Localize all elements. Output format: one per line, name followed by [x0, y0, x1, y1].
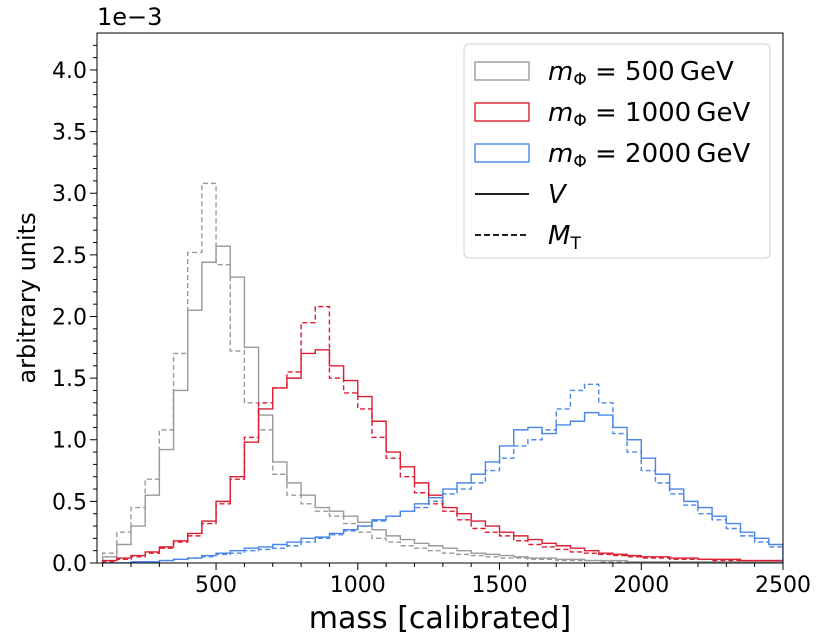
- axes-border: [96, 32, 784, 564]
- y-tick-label: 3.5: [52, 121, 87, 146]
- x-tick-label: 500: [195, 573, 237, 598]
- series-m2000-dashed: [102, 383, 783, 563]
- series-m500-dashed: [101, 182, 783, 563]
- legend-entry-label: mΦ = 1000 GeV: [548, 98, 751, 131]
- y-offset-text: 1e−3: [97, 3, 162, 31]
- y-tick-label: 4.0: [52, 59, 87, 84]
- series-m2000-solid: [102, 411, 783, 563]
- series-m1000-dashed: [101, 305, 783, 563]
- legend-swatch-m1000: [474, 102, 530, 122]
- legend-box: [463, 43, 771, 259]
- y-tick-label: 0.0: [52, 552, 87, 577]
- y-tick-label: 1.5: [52, 367, 87, 392]
- y-tick-label: 2.0: [52, 305, 87, 330]
- legend-entry-label: MT: [548, 221, 581, 254]
- series-m1000-solid: [101, 349, 783, 563]
- legend: mΦ = 500 GeV mΦ = 1000 GeV mΦ = 2000 GeV VM…: [463, 43, 771, 259]
- legend-entry-label: mΦ = 500 GeV: [548, 57, 734, 90]
- y-tick-label: 1.0: [52, 429, 87, 454]
- x-axis-ticks: 500 1000 1500 2000 2500: [102, 563, 811, 598]
- plot-series-group: [101, 182, 783, 563]
- y-tick-label: 0.5: [52, 490, 87, 515]
- y-axis-ticks: 0.0 0.5 1.0 1.5 2.0 2.5 3.0 3.5 4.0: [52, 44, 97, 577]
- legend-entry-label: mΦ = 2000 GeV: [548, 139, 751, 172]
- x-tick-label: 1000: [330, 573, 386, 598]
- legend-swatch-m500: [474, 61, 530, 81]
- x-tick-label: 1500: [472, 573, 528, 598]
- x-tick-label: 2500: [755, 573, 811, 598]
- legend-entry-label: V: [548, 180, 568, 210]
- y-tick-label: 3.0: [52, 182, 87, 207]
- axes-frame: [96, 32, 784, 564]
- x-tick-label: 2000: [613, 573, 669, 598]
- series-m500-solid: [101, 245, 783, 563]
- x-axis-label: mass [calibrated]: [309, 601, 571, 636]
- y-axis-label: arbitrary units: [13, 212, 41, 383]
- legend-swatch-m2000: [474, 143, 530, 163]
- y-tick-label: 2.5: [52, 244, 87, 269]
